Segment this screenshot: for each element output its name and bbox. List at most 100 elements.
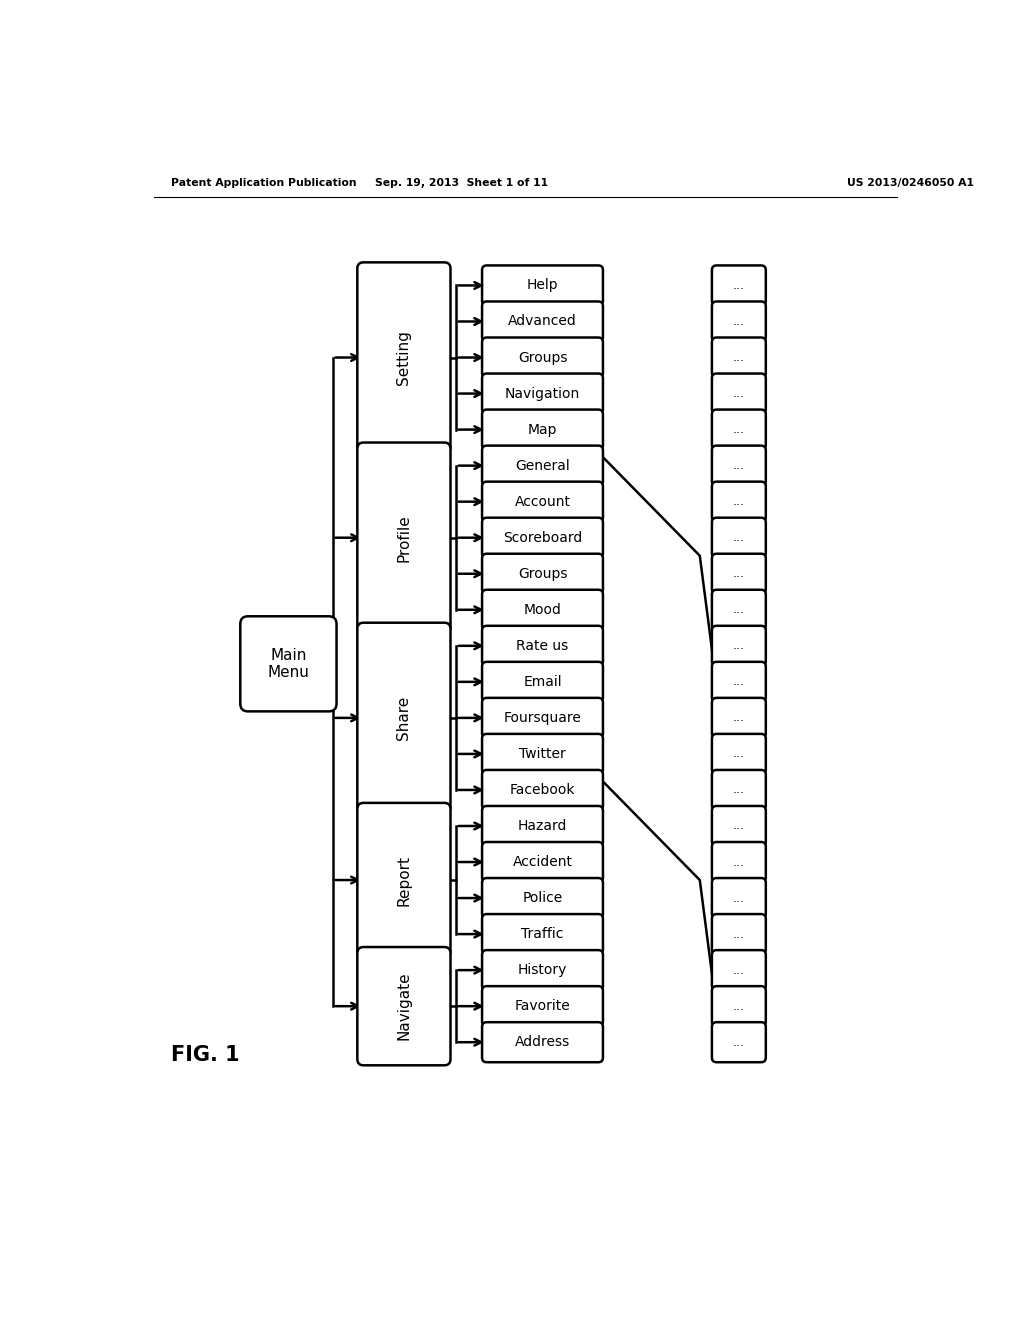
Text: Share: Share <box>396 696 412 741</box>
Text: Help: Help <box>526 279 558 293</box>
FancyBboxPatch shape <box>357 803 451 957</box>
Text: ...: ... <box>733 676 744 688</box>
FancyBboxPatch shape <box>482 553 603 594</box>
Text: ...: ... <box>733 387 744 400</box>
FancyBboxPatch shape <box>712 265 766 305</box>
FancyBboxPatch shape <box>482 698 603 738</box>
FancyBboxPatch shape <box>482 950 603 990</box>
FancyBboxPatch shape <box>482 770 603 810</box>
Text: Groups: Groups <box>518 566 567 581</box>
FancyBboxPatch shape <box>712 301 766 342</box>
Text: Mood: Mood <box>523 603 561 616</box>
FancyBboxPatch shape <box>712 661 766 702</box>
FancyBboxPatch shape <box>482 986 603 1026</box>
FancyBboxPatch shape <box>482 1022 603 1063</box>
FancyBboxPatch shape <box>712 590 766 630</box>
Text: ...: ... <box>733 424 744 436</box>
FancyBboxPatch shape <box>241 616 337 711</box>
FancyBboxPatch shape <box>712 807 766 846</box>
Text: ...: ... <box>733 747 744 760</box>
Text: Map: Map <box>527 422 557 437</box>
Text: Hazard: Hazard <box>518 818 567 833</box>
Text: ...: ... <box>733 459 744 473</box>
Text: US 2013/0246050 A1: US 2013/0246050 A1 <box>847 178 974 187</box>
FancyBboxPatch shape <box>712 482 766 521</box>
Text: ...: ... <box>733 855 744 869</box>
FancyBboxPatch shape <box>712 517 766 558</box>
FancyBboxPatch shape <box>712 878 766 919</box>
FancyBboxPatch shape <box>712 770 766 810</box>
FancyBboxPatch shape <box>712 950 766 990</box>
Text: Accident: Accident <box>512 855 572 869</box>
FancyBboxPatch shape <box>357 263 451 453</box>
FancyBboxPatch shape <box>712 734 766 774</box>
Text: General: General <box>515 458 570 473</box>
FancyBboxPatch shape <box>482 374 603 413</box>
Text: ...: ... <box>733 279 744 292</box>
FancyBboxPatch shape <box>482 409 603 450</box>
FancyBboxPatch shape <box>482 626 603 665</box>
FancyBboxPatch shape <box>482 807 603 846</box>
Text: ...: ... <box>733 964 744 977</box>
FancyBboxPatch shape <box>712 842 766 882</box>
FancyBboxPatch shape <box>712 1022 766 1063</box>
Text: Email: Email <box>523 675 562 689</box>
Text: Navigation: Navigation <box>505 387 581 400</box>
Text: Setting: Setting <box>396 330 412 385</box>
FancyBboxPatch shape <box>482 590 603 630</box>
FancyBboxPatch shape <box>357 442 451 632</box>
Text: Account: Account <box>514 495 570 508</box>
Text: Navigate: Navigate <box>396 972 412 1040</box>
Text: ...: ... <box>733 568 744 581</box>
Text: ...: ... <box>733 711 744 725</box>
FancyBboxPatch shape <box>712 698 766 738</box>
Text: Foursquare: Foursquare <box>504 711 582 725</box>
FancyBboxPatch shape <box>712 986 766 1026</box>
Text: Profile: Profile <box>396 513 412 561</box>
Text: ...: ... <box>733 820 744 833</box>
Text: Police: Police <box>522 891 562 906</box>
Text: Scoreboard: Scoreboard <box>503 531 582 545</box>
Text: Traffic: Traffic <box>521 927 563 941</box>
FancyBboxPatch shape <box>482 517 603 558</box>
Text: ...: ... <box>733 891 744 904</box>
Text: ...: ... <box>733 639 744 652</box>
Text: ...: ... <box>733 531 744 544</box>
Text: Address: Address <box>515 1035 570 1049</box>
Text: History: History <box>518 964 567 977</box>
Text: Patent Application Publication: Patent Application Publication <box>171 178 356 187</box>
Text: Facebook: Facebook <box>510 783 575 797</box>
FancyBboxPatch shape <box>482 734 603 774</box>
FancyBboxPatch shape <box>482 482 603 521</box>
Text: ...: ... <box>733 928 744 941</box>
FancyBboxPatch shape <box>712 338 766 378</box>
FancyBboxPatch shape <box>357 623 451 813</box>
FancyBboxPatch shape <box>482 338 603 378</box>
Text: ...: ... <box>733 351 744 364</box>
Text: Groups: Groups <box>518 351 567 364</box>
FancyBboxPatch shape <box>482 446 603 486</box>
Text: Report: Report <box>396 854 412 906</box>
Text: Main
Menu: Main Menu <box>267 648 309 680</box>
FancyBboxPatch shape <box>712 913 766 954</box>
FancyBboxPatch shape <box>482 265 603 305</box>
Text: Advanced: Advanced <box>508 314 577 329</box>
Text: ...: ... <box>733 999 744 1012</box>
FancyBboxPatch shape <box>482 878 603 919</box>
FancyBboxPatch shape <box>357 946 451 1065</box>
Text: Sep. 19, 2013  Sheet 1 of 11: Sep. 19, 2013 Sheet 1 of 11 <box>375 178 548 187</box>
Text: Favorite: Favorite <box>515 999 570 1014</box>
FancyBboxPatch shape <box>482 301 603 342</box>
Text: ...: ... <box>733 784 744 796</box>
FancyBboxPatch shape <box>482 661 603 702</box>
Text: Rate us: Rate us <box>516 639 568 653</box>
Text: ...: ... <box>733 315 744 327</box>
FancyBboxPatch shape <box>712 446 766 486</box>
Text: ...: ... <box>733 495 744 508</box>
Text: ...: ... <box>733 603 744 616</box>
Text: ...: ... <box>733 1036 744 1048</box>
FancyBboxPatch shape <box>712 374 766 413</box>
FancyBboxPatch shape <box>712 626 766 665</box>
Text: FIG. 1: FIG. 1 <box>171 1045 240 1065</box>
FancyBboxPatch shape <box>482 913 603 954</box>
